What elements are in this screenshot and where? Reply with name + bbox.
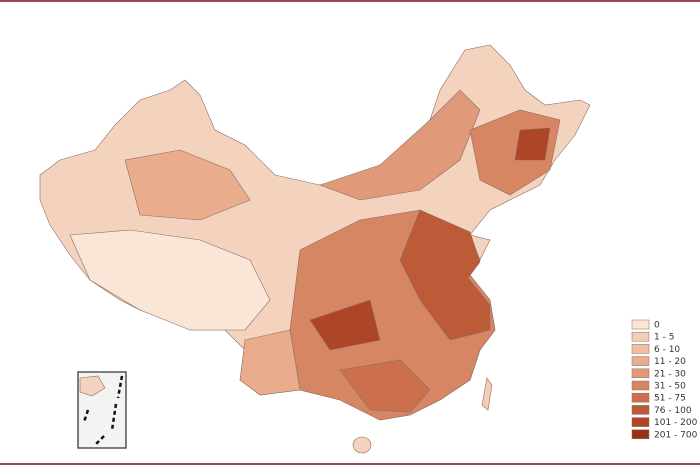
sichuan-region <box>309 299 381 351</box>
legend-label: 76 - 100 <box>654 406 692 416</box>
china-map <box>39 44 591 454</box>
legend-swatch <box>631 356 650 366</box>
legend-swatch <box>631 429 650 440</box>
legend-label: 101 - 200 <box>654 418 698 428</box>
legend-label: 0 <box>654 321 660 331</box>
yunnan-region <box>239 329 301 396</box>
legend-label: 21 - 30 <box>654 369 686 379</box>
taiwan <box>481 377 493 411</box>
hainan <box>352 436 372 454</box>
legend-label: 51 - 75 <box>654 394 686 404</box>
inset-coast <box>79 375 106 397</box>
legend-swatch <box>631 368 650 379</box>
south-region <box>339 359 431 413</box>
legend-swatch <box>631 417 650 427</box>
xinjiang-region <box>124 149 251 221</box>
legend-swatch <box>631 380 650 391</box>
legend-label: 201 - 700 <box>654 430 698 440</box>
legend-swatch <box>631 331 650 342</box>
tibet-region <box>69 229 271 331</box>
legend-label: 1 - 5 <box>654 333 674 343</box>
legend-swatch <box>631 405 650 415</box>
legend-swatch <box>631 319 650 330</box>
legend-label: 6 - 10 <box>654 345 680 355</box>
east-region <box>399 209 491 341</box>
legend-swatch <box>631 344 650 354</box>
legend-swatch <box>631 392 650 403</box>
south-sea-inset <box>77 371 127 449</box>
inner-mongolia-region <box>319 89 481 201</box>
legend-label: 31 - 50 <box>654 382 686 392</box>
harbin-region <box>514 127 551 161</box>
legend-label: 11 - 20 <box>654 357 686 367</box>
legend: 0 1 - 5 6 - 10 11 - 20 21 - 30 31 - 50 51 - 75… <box>631 319 698 440</box>
